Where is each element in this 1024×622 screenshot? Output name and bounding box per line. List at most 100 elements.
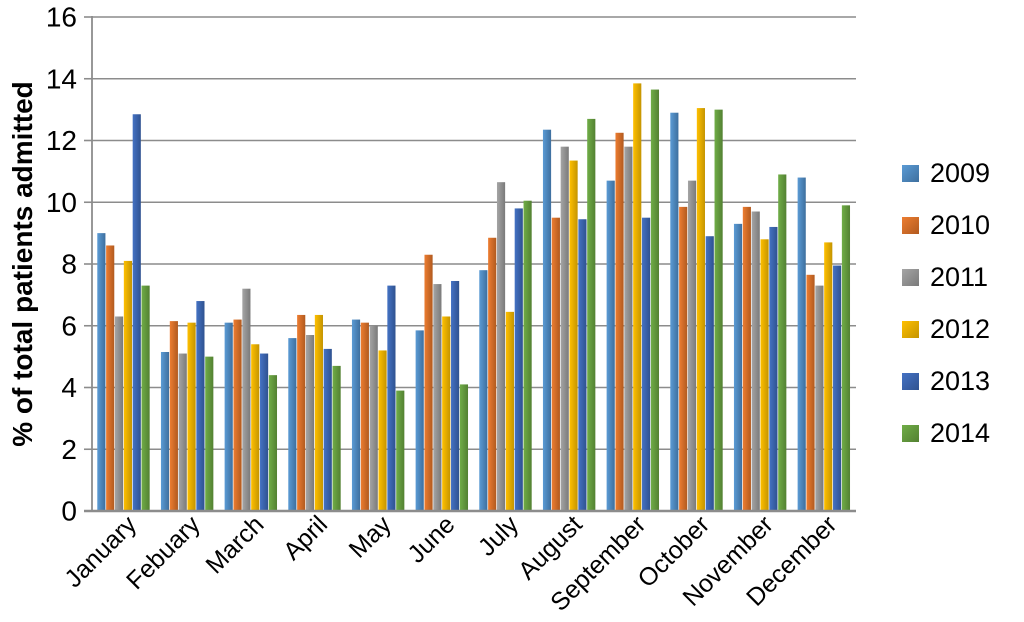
bar-April-2010 bbox=[297, 314, 306, 511]
bar-September-2011 bbox=[624, 146, 633, 512]
bar-January-2009 bbox=[97, 233, 106, 512]
y-tick-label-0: 0 bbox=[61, 496, 77, 527]
bar-Febuary-2009 bbox=[160, 351, 170, 511]
bar-December-2013 bbox=[833, 265, 842, 511]
bar-September-2010 bbox=[615, 132, 624, 511]
legend-item-2014: 2014 bbox=[902, 417, 991, 448]
bar-May-2013 bbox=[387, 285, 396, 511]
legend-item-2009: 2009 bbox=[902, 157, 991, 188]
legend-swatch-2012 bbox=[902, 320, 919, 338]
bar-March-2009 bbox=[224, 322, 233, 511]
bar-July-2011 bbox=[496, 182, 506, 511]
bar-October-2009 bbox=[670, 112, 679, 512]
bar-Febuary-2011 bbox=[178, 353, 187, 511]
bar-July-2012 bbox=[505, 311, 514, 511]
y-tick-label-8: 8 bbox=[61, 249, 77, 280]
x-label-April: April bbox=[278, 510, 333, 565]
bar-March-2010 bbox=[233, 319, 242, 511]
bar-November-2009 bbox=[733, 223, 743, 512]
bar-April-2011 bbox=[305, 335, 315, 511]
bar-Febuary-2010 bbox=[169, 321, 178, 511]
legend-item-2011: 2011 bbox=[902, 263, 990, 290]
y-tick-label-4: 4 bbox=[61, 372, 77, 403]
bar-November-2011 bbox=[751, 211, 760, 511]
bar-July-2010 bbox=[488, 237, 497, 511]
bar-June-2009 bbox=[415, 330, 424, 511]
bar-November-2012 bbox=[760, 239, 769, 512]
bar-June-2011 bbox=[433, 284, 442, 511]
bar-April-2014 bbox=[332, 365, 341, 511]
bar-May-2011 bbox=[369, 325, 378, 511]
bar-March-2012 bbox=[251, 344, 260, 511]
bar-January-2012 bbox=[123, 260, 132, 511]
bar-May-2014 bbox=[396, 390, 405, 511]
bar-July-2014 bbox=[523, 200, 532, 511]
bar-December-2012 bbox=[824, 242, 833, 511]
bar-July-2009 bbox=[479, 270, 488, 511]
y-tick-label-14: 14 bbox=[46, 63, 77, 94]
bar-December-2014 bbox=[841, 205, 851, 511]
bar-August-2013 bbox=[578, 219, 587, 512]
bar-September-2012 bbox=[633, 83, 642, 511]
bar-March-2014 bbox=[268, 375, 278, 511]
bar-April-2012 bbox=[314, 314, 323, 511]
bar-August-2009 bbox=[542, 129, 552, 511]
y-axis-title: % of total patients admitted bbox=[7, 81, 38, 447]
x-label-June: June bbox=[402, 510, 460, 568]
bar-June-2010 bbox=[424, 254, 433, 512]
bar-August-2012 bbox=[569, 160, 578, 511]
legend-swatch-2014 bbox=[902, 424, 919, 442]
bar-May-2009 bbox=[351, 319, 361, 511]
y-tick-label-10: 10 bbox=[46, 187, 77, 218]
legend-item-2013: 2013 bbox=[902, 365, 991, 396]
bar-November-2010 bbox=[742, 206, 751, 511]
bar-June-2013 bbox=[451, 280, 460, 511]
x-label-May: May bbox=[344, 510, 398, 564]
bar-January-2014 bbox=[141, 285, 150, 511]
legend-swatch-2009 bbox=[902, 164, 919, 182]
bar-Febuary-2013 bbox=[196, 301, 205, 511]
bar-May-2010 bbox=[360, 322, 369, 511]
bar-August-2010 bbox=[551, 217, 560, 511]
legend-label-2014: 2014 bbox=[930, 417, 991, 448]
legend-label-2009: 2009 bbox=[930, 157, 991, 188]
bar-January-2011 bbox=[114, 316, 124, 511]
bar-September-2009 bbox=[606, 180, 615, 511]
legend-swatch-2010 bbox=[902, 216, 919, 234]
bar-October-2013 bbox=[705, 236, 714, 511]
y-tick-label-6: 6 bbox=[61, 310, 77, 341]
bar-December-2011 bbox=[815, 285, 824, 511]
bar-August-2014 bbox=[587, 118, 596, 511]
bar-December-2010 bbox=[806, 274, 815, 511]
y-tick-label-2: 2 bbox=[61, 434, 77, 465]
legend: 2009 2010 2011 2012 2013 2014 bbox=[902, 157, 991, 472]
x-label-July: July bbox=[473, 510, 525, 562]
legend-label-2012: 2012 bbox=[930, 313, 991, 344]
bar-November-2014 bbox=[778, 174, 787, 511]
bar-September-2014 bbox=[650, 89, 660, 511]
bar-December-2009 bbox=[797, 177, 806, 512]
legend-swatch-2011 bbox=[902, 268, 919, 286]
bar-April-2009 bbox=[288, 338, 297, 511]
bar-November-2013 bbox=[769, 226, 778, 511]
legend-label-2010: 2010 bbox=[930, 209, 991, 240]
bar-March-2013 bbox=[260, 353, 269, 511]
bar-October-2014 bbox=[714, 109, 723, 512]
bar-January-2013 bbox=[132, 114, 141, 511]
bar-October-2012 bbox=[696, 108, 705, 511]
bar-April-2013 bbox=[323, 348, 332, 511]
legend-swatch-2013 bbox=[902, 372, 919, 390]
legend-item-2012: 2012 bbox=[902, 313, 991, 344]
bar-August-2011 bbox=[560, 146, 569, 512]
bar-January-2010 bbox=[106, 245, 115, 512]
y-tick-label-12: 12 bbox=[46, 125, 77, 156]
bar-March-2011 bbox=[242, 288, 251, 511]
bar-May-2012 bbox=[378, 350, 387, 511]
y-tick-label-16: 16 bbox=[46, 2, 77, 33]
bar-July-2013 bbox=[514, 208, 523, 512]
legend-label-2013: 2013 bbox=[930, 365, 991, 396]
bar-October-2010 bbox=[679, 206, 688, 511]
bar-September-2013 bbox=[642, 217, 651, 511]
